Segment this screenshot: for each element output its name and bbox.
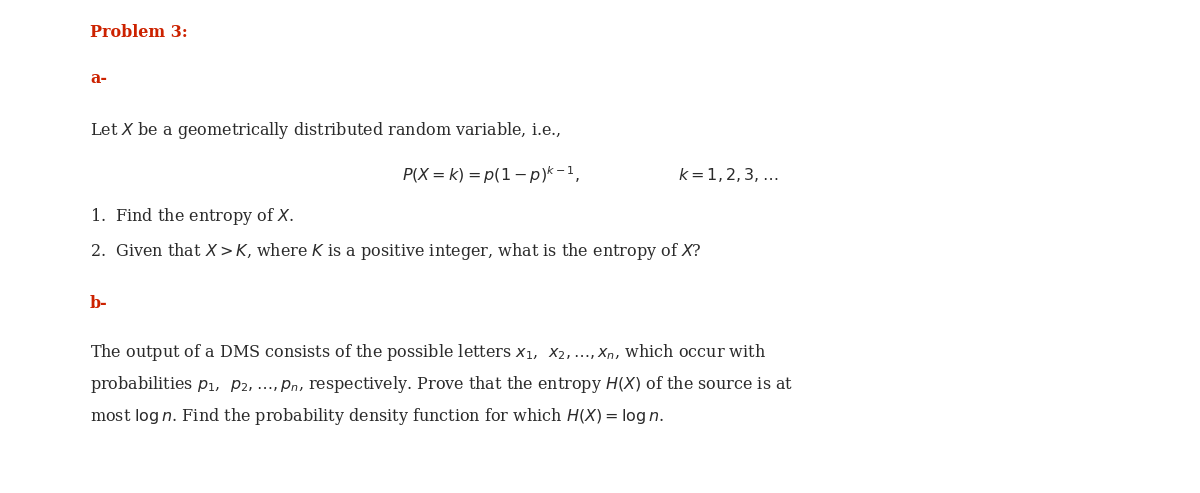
Text: probabilities $p_1$,  $p_2, \ldots, p_n$, respectively. Prove that the entropy $: probabilities $p_1$, $p_2, \ldots, p_n$,… — [90, 374, 793, 395]
Text: $k = 1, 2, 3, \ldots$: $k = 1, 2, 3, \ldots$ — [678, 166, 779, 184]
Text: Problem 3:: Problem 3: — [90, 24, 187, 40]
Text: 1.  Find the entropy of $X$.: 1. Find the entropy of $X$. — [90, 207, 294, 227]
Text: b-: b- — [90, 295, 108, 312]
Text: a-: a- — [90, 70, 107, 87]
Text: $P(X = k) = p(1 - p)^{k-1},$: $P(X = k) = p(1 - p)^{k-1},$ — [402, 164, 580, 186]
Text: 2.  Given that $X > K$, where $K$ is a positive integer, what is the entropy of : 2. Given that $X > K$, where $K$ is a po… — [90, 241, 702, 262]
Text: The output of a DMS consists of the possible letters $x_1$,  $x_2, \ldots, x_n$,: The output of a DMS consists of the poss… — [90, 342, 766, 363]
Text: most $\log n$. Find the probability density function for which $H(X) = \log n$.: most $\log n$. Find the probability dens… — [90, 406, 664, 427]
Text: Let $X$ be a geometrically distributed random variable, i.e.,: Let $X$ be a geometrically distributed r… — [90, 120, 562, 141]
